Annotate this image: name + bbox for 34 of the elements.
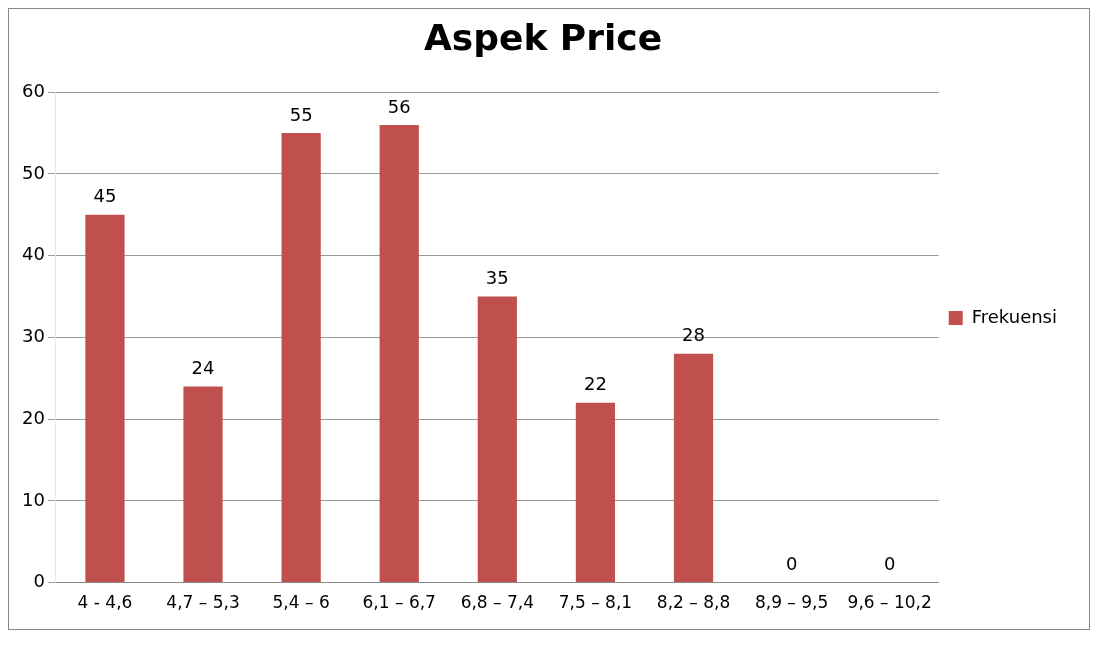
y-tick-label: 40 xyxy=(22,243,45,265)
x-tick-label: 5,4 – 6 xyxy=(272,592,330,613)
legend-label: Frekuensi xyxy=(971,305,1057,327)
x-tick-label: 8,2 – 8,8 xyxy=(656,592,731,613)
y-tick-label: 10 xyxy=(22,488,45,510)
bar xyxy=(477,296,517,583)
x-tick-label: 4,7 – 5,3 xyxy=(166,592,240,613)
y-tick-label: 0 xyxy=(33,570,45,592)
data-label: 22 xyxy=(583,373,607,395)
x-tick-label: 9,6 – 10,2 xyxy=(847,592,932,613)
x-tick-label: 6,1 – 6,7 xyxy=(362,592,436,613)
data-label: 24 xyxy=(191,357,215,379)
y-tick-label: 50 xyxy=(22,161,45,183)
bar xyxy=(183,386,223,583)
x-tick-label: 6,8 – 7,4 xyxy=(460,592,535,613)
bar xyxy=(575,402,616,583)
x-tick-label: 7,5 – 8,1 xyxy=(558,592,633,613)
data-label: 35 xyxy=(485,267,509,289)
data-label: 45 xyxy=(93,185,117,207)
bar xyxy=(379,124,419,583)
data-label: 56 xyxy=(387,95,411,117)
data-label: 28 xyxy=(682,324,705,346)
y-tick-label: 60 xyxy=(22,79,45,101)
bar xyxy=(281,133,321,583)
data-label: 0 xyxy=(785,553,798,575)
bar xyxy=(673,353,714,583)
y-tick-label: 20 xyxy=(22,406,45,428)
x-tick-label: 4 - 4,6 xyxy=(77,592,133,613)
x-tick-label: 8,9 – 9,5 xyxy=(754,592,829,613)
data-label: 55 xyxy=(289,103,313,125)
bar xyxy=(85,214,125,583)
data-label: 0 xyxy=(883,553,896,575)
chart-title: Aspek Price xyxy=(423,16,663,58)
y-tick-label: 30 xyxy=(22,325,45,347)
